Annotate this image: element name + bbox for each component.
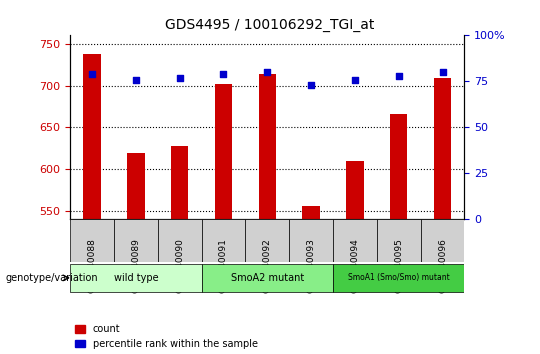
FancyBboxPatch shape <box>70 263 201 292</box>
FancyBboxPatch shape <box>289 219 333 262</box>
FancyBboxPatch shape <box>421 219 464 262</box>
FancyBboxPatch shape <box>245 219 289 262</box>
Bar <box>127 153 145 219</box>
Text: GSM840093: GSM840093 <box>307 239 315 293</box>
Bar <box>346 161 363 219</box>
Point <box>263 69 272 75</box>
FancyBboxPatch shape <box>377 219 421 262</box>
Text: GSM840094: GSM840094 <box>350 239 360 293</box>
FancyBboxPatch shape <box>201 263 333 292</box>
Text: GSM840089: GSM840089 <box>131 239 140 293</box>
Point <box>132 77 140 82</box>
FancyBboxPatch shape <box>333 263 464 292</box>
Text: GSM840095: GSM840095 <box>394 239 403 293</box>
Legend: count, percentile rank within the sample: count, percentile rank within the sample <box>75 324 258 349</box>
Text: genotype/variation: genotype/variation <box>5 273 98 283</box>
Bar <box>434 78 451 219</box>
Bar <box>259 74 276 219</box>
Bar <box>171 146 188 219</box>
Text: GSM840091: GSM840091 <box>219 239 228 293</box>
Text: SmoA2 mutant: SmoA2 mutant <box>231 273 304 283</box>
Point <box>88 71 97 77</box>
Bar <box>83 54 101 219</box>
Point <box>219 71 228 77</box>
FancyBboxPatch shape <box>70 219 114 262</box>
FancyBboxPatch shape <box>114 219 158 262</box>
FancyBboxPatch shape <box>158 219 201 262</box>
Bar <box>215 84 232 219</box>
Text: GSM840096: GSM840096 <box>438 239 447 293</box>
Point <box>438 69 447 75</box>
Bar <box>390 114 408 219</box>
Point <box>307 82 315 88</box>
Text: wild type: wild type <box>113 273 158 283</box>
Text: SmoA1 (Smo/Smo) mutant: SmoA1 (Smo/Smo) mutant <box>348 273 450 282</box>
Point <box>350 77 359 82</box>
Bar <box>302 206 320 219</box>
Point <box>394 73 403 79</box>
Text: GSM840092: GSM840092 <box>263 239 272 293</box>
FancyBboxPatch shape <box>201 219 245 262</box>
FancyBboxPatch shape <box>333 219 377 262</box>
Text: GSM840090: GSM840090 <box>175 239 184 293</box>
Point <box>176 75 184 81</box>
Text: GSM840088: GSM840088 <box>87 239 97 293</box>
Text: GDS4495 / 100106292_TGI_at: GDS4495 / 100106292_TGI_at <box>165 18 375 32</box>
